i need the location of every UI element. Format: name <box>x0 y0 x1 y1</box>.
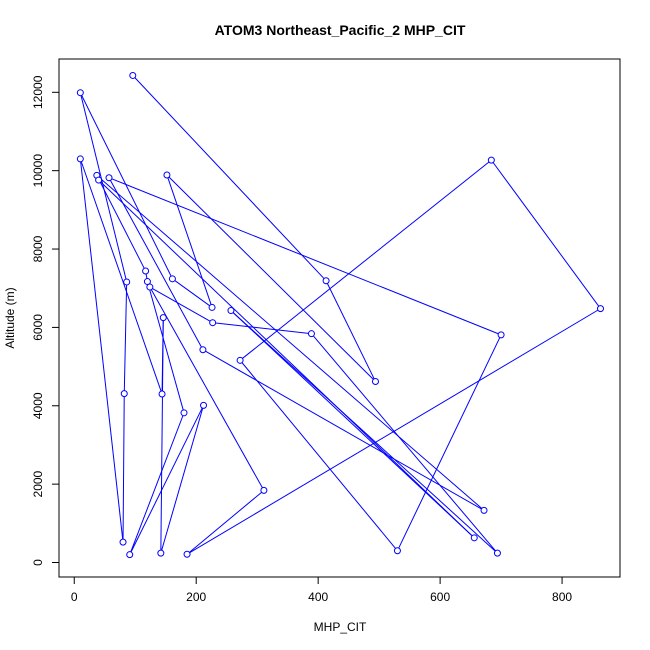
data-point <box>487 156 495 164</box>
series-segment <box>123 284 128 391</box>
x-tick-label: 400 <box>308 590 328 604</box>
data-point <box>146 283 154 291</box>
series-segment <box>150 289 263 489</box>
series-segment <box>81 95 172 277</box>
series-segment <box>98 176 483 509</box>
x-axis-label: MHP_CIT <box>314 620 367 634</box>
data-point <box>95 176 103 184</box>
series-segment <box>492 162 600 307</box>
x-tick-label: 800 <box>552 590 572 604</box>
y-axis: 0 2000 4000 6000 8000 10000 12000 <box>31 75 60 566</box>
series-segment <box>241 362 396 549</box>
series-segment <box>168 176 374 380</box>
series-segment <box>122 396 125 540</box>
series-segment <box>174 280 210 307</box>
data-point <box>260 486 268 494</box>
y-tick-label: 12000 <box>31 75 45 109</box>
data-point <box>76 89 84 97</box>
data-point <box>493 549 501 557</box>
series-segment <box>147 284 184 411</box>
points-layer <box>76 71 604 559</box>
data-point <box>470 534 478 542</box>
chart-title: ATOM3 Northeast_Pacific_2 MHP_CIT <box>215 22 466 38</box>
data-point <box>480 506 488 514</box>
y-tick-label: 6000 <box>31 314 45 341</box>
series-segment <box>160 320 164 551</box>
data-point <box>227 307 235 315</box>
series-segment <box>100 181 473 537</box>
data-point <box>123 278 131 286</box>
x-tick-label: 600 <box>430 590 450 604</box>
y-tick-label: 8000 <box>31 235 45 262</box>
series-segment <box>80 161 162 392</box>
data-point <box>393 547 401 555</box>
data-point <box>209 319 217 327</box>
series-segment <box>152 288 211 322</box>
x-axis: 0 200 400 600 800 <box>71 576 572 604</box>
series-segment <box>313 335 496 552</box>
series-segment <box>232 312 496 552</box>
data-point <box>180 409 188 417</box>
data-point <box>208 303 216 311</box>
data-point <box>183 550 191 558</box>
data-point <box>168 275 176 283</box>
data-point <box>307 330 315 338</box>
data-point <box>322 277 330 285</box>
series-segment <box>189 491 262 553</box>
series-segment <box>161 408 204 551</box>
y-axis-label: Altitude (m) <box>3 287 17 348</box>
data-point <box>120 390 128 398</box>
series-segment <box>110 180 202 348</box>
plot-area <box>58 58 621 578</box>
data-point <box>105 174 113 182</box>
series-segment <box>232 312 473 537</box>
series-segment <box>130 415 184 553</box>
data-point <box>157 549 165 557</box>
data-point <box>158 390 166 398</box>
data-point <box>76 155 84 163</box>
series-segment <box>398 337 501 549</box>
x-tick-label: 0 <box>71 590 78 604</box>
data-point <box>497 331 505 339</box>
series-segment <box>111 178 499 335</box>
data-point <box>142 267 150 275</box>
x-tick-label: 200 <box>186 590 206 604</box>
y-tick-label: 2000 <box>31 470 45 497</box>
series-segment <box>242 161 490 359</box>
data-point <box>199 346 207 354</box>
series-segment <box>134 77 325 279</box>
series-segment <box>80 161 124 540</box>
y-tick-label: 4000 <box>31 392 45 419</box>
data-point <box>163 171 171 179</box>
data-point <box>596 305 604 313</box>
series-segment <box>215 322 309 334</box>
data-point <box>159 314 167 322</box>
series-segment <box>80 95 127 280</box>
series-segment <box>130 407 203 553</box>
y-tick-label: 10000 <box>31 154 45 188</box>
series-segment <box>205 350 482 510</box>
data-point <box>119 538 127 546</box>
data-point <box>371 377 379 385</box>
series-layer <box>80 77 600 554</box>
series-segment <box>167 177 212 305</box>
data-point <box>236 356 244 364</box>
series-segment <box>97 177 145 269</box>
data-point <box>200 401 208 409</box>
data-point <box>129 71 137 79</box>
data-point <box>126 551 134 559</box>
series-segment <box>326 283 375 380</box>
series-segment <box>145 273 148 279</box>
y-tick-label: 0 <box>31 559 45 566</box>
